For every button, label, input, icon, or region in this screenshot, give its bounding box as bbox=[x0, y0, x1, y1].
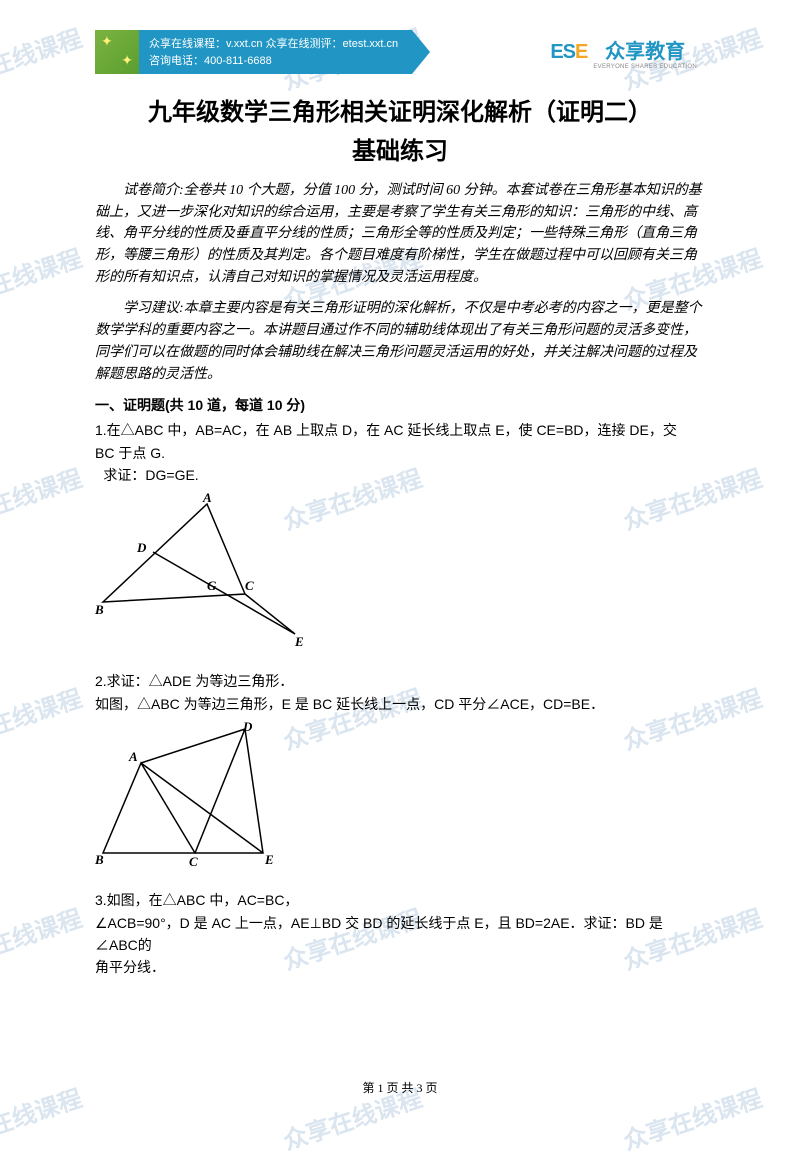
problem-1-line3: 求证：DG=GE. bbox=[95, 464, 705, 486]
figure-1: A B C D E G bbox=[95, 492, 705, 652]
page-footer: 第 1 页 共 3 页 bbox=[0, 1079, 800, 1096]
svg-text:E: E bbox=[294, 634, 304, 647]
page-content: 众享在线课程：v.xxt.cn 众享在线测评：etest.xxt.cn 咨询电话… bbox=[0, 0, 800, 1025]
section-heading: 一、证明题(共 10 道，每道 10 分) bbox=[95, 395, 705, 415]
svg-text:G: G bbox=[207, 578, 217, 593]
problem-3-line1: 3.如图，在△ABC 中，AC=BC， bbox=[95, 889, 705, 911]
document-title: 九年级数学三角形相关证明深化解析（证明二） bbox=[95, 92, 705, 127]
banner-logo-icon bbox=[95, 30, 139, 74]
banner-line2: 咨询电话：400-811-6688 bbox=[149, 53, 398, 70]
svg-text:A: A bbox=[202, 492, 212, 505]
banner-line1: 众享在线课程：v.xxt.cn 众享在线测评：etest.xxt.cn bbox=[149, 36, 398, 53]
problem-2-line1: 2.求证：△ADE 为等边三角形． bbox=[95, 670, 705, 692]
svg-text:B: B bbox=[95, 852, 104, 866]
svg-text:C: C bbox=[189, 854, 198, 866]
banner-info: 众享在线课程：v.xxt.cn 众享在线测评：etest.xxt.cn 咨询电话… bbox=[139, 30, 412, 74]
problem-1: 1.在△ABC 中，AB=AC，在 AB 上取点 D，在 AC 延长线上取点 E… bbox=[95, 419, 705, 486]
figure-1-svg: A B C D E G bbox=[95, 492, 305, 647]
brand-subtitle: EVERYONE SHARES EDUCATION bbox=[593, 64, 697, 70]
svg-text:D: D bbox=[136, 540, 147, 555]
problem-1-line1: 1.在△ABC 中，AB=AC，在 AB 上取点 D，在 AC 延长线上取点 E… bbox=[95, 419, 705, 441]
problem-3: 3.如图，在△ABC 中，AC=BC， ∠ACB=90°，D 是 AC 上一点，… bbox=[95, 889, 705, 979]
brand-name: 众享教育 bbox=[605, 35, 685, 64]
svg-text:E: E bbox=[264, 852, 274, 866]
problem-1-line2: BC 于点 G. bbox=[95, 442, 705, 464]
problem-2-line2: 如图，△ABC 为等边三角形，E 是 BC 延长线上一点，CD 平分∠ACE，C… bbox=[95, 693, 705, 715]
svg-text:C: C bbox=[245, 578, 254, 593]
problem-3-line3: 角平分线． bbox=[95, 956, 705, 978]
header-banner: 众享在线课程：v.xxt.cn 众享在线测评：etest.xxt.cn 咨询电话… bbox=[95, 30, 705, 74]
figure-2-svg: A B C D E bbox=[95, 721, 305, 866]
svg-text:D: D bbox=[242, 721, 253, 734]
figure-2: A B C D E bbox=[95, 721, 705, 871]
banner-brand: ESE 众享教育 EVERYONE SHARES EDUCATION bbox=[412, 30, 705, 74]
intro-paragraph-1: 试卷简介:全卷共 10 个大题，分值 100 分，测试时间 60 分钟。本套试卷… bbox=[95, 180, 705, 288]
ese-logo-icon: ESE bbox=[550, 41, 587, 64]
problem-3-line2: ∠ACB=90°，D 是 AC 上一点，AE⊥BD 交 BD 的延长线于点 E，… bbox=[95, 912, 705, 957]
svg-text:B: B bbox=[95, 602, 104, 617]
intro-paragraph-2: 学习建议:本章主要内容是有关三角形证明的深化解析，不仅是中考必考的内容之一，更是… bbox=[95, 298, 705, 385]
svg-text:A: A bbox=[128, 749, 138, 764]
document-subtitle: 基础练习 bbox=[95, 131, 705, 166]
problem-2: 2.求证：△ADE 为等边三角形． 如图，△ABC 为等边三角形，E 是 BC … bbox=[95, 670, 705, 715]
